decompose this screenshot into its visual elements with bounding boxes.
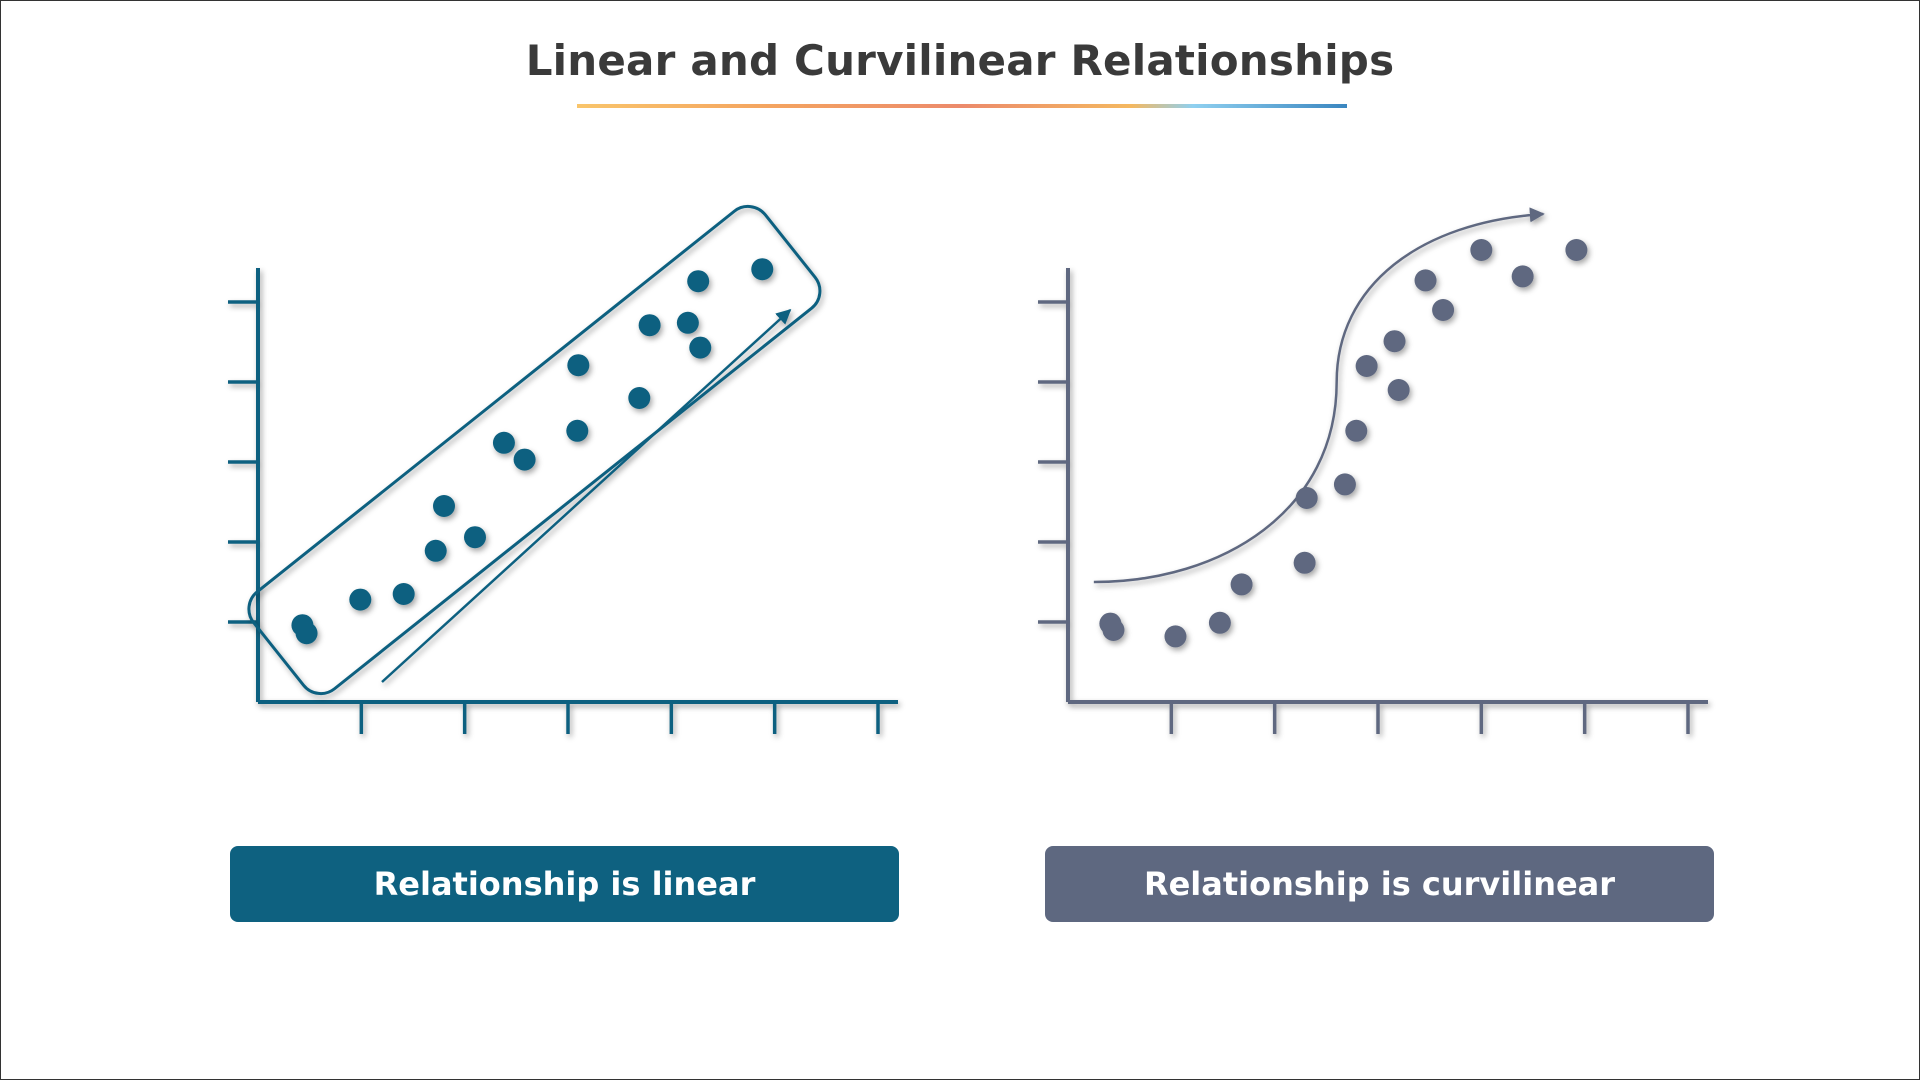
data-point — [1432, 299, 1455, 321]
data-point — [513, 448, 536, 471]
data-point — [1565, 239, 1588, 261]
data-point — [1230, 573, 1253, 596]
trend-annotation — [1093, 207, 1545, 584]
trend-annotation — [247, 204, 822, 696]
data-point — [1295, 487, 1318, 509]
trend-band — [247, 204, 822, 696]
data-point — [1293, 551, 1316, 574]
data-points — [1099, 239, 1588, 648]
data-point — [628, 387, 651, 409]
data-point — [1333, 473, 1356, 496]
data-points — [291, 258, 774, 645]
data-point — [464, 526, 486, 549]
data-point — [349, 588, 372, 611]
data-point — [1102, 619, 1125, 641]
title-underline — [577, 104, 1347, 108]
linear-scatter-chart — [228, 204, 898, 734]
curved-trend-arrow — [1093, 207, 1545, 584]
data-point — [1355, 355, 1378, 377]
linear-caption-banner: Relationship is linear — [230, 846, 899, 922]
data-point — [1383, 330, 1406, 353]
data-point — [392, 583, 415, 605]
curvilinear-caption-banner: Relationship is curvilinear — [1045, 846, 1714, 922]
data-point — [1511, 265, 1534, 288]
data-point — [1387, 379, 1410, 401]
curvilinear-scatter-chart — [1038, 207, 1708, 734]
data-point — [1208, 611, 1231, 634]
axes — [1038, 268, 1708, 734]
data-point — [1414, 269, 1437, 292]
data-point — [1470, 239, 1493, 261]
data-point — [687, 270, 710, 293]
data-point — [295, 622, 318, 645]
data-point — [1164, 625, 1187, 648]
data-point — [751, 258, 774, 281]
data-point — [638, 314, 661, 337]
data-point — [567, 354, 590, 377]
axes — [228, 268, 898, 734]
trend-arrow — [381, 308, 792, 683]
data-point — [689, 336, 712, 359]
data-point — [433, 495, 455, 517]
data-point — [676, 311, 699, 334]
data-point — [492, 431, 515, 454]
data-point — [566, 419, 589, 442]
data-point — [1345, 419, 1368, 442]
page-title: Linear and Curvilinear Relationships — [525, 36, 1395, 85]
data-point — [424, 539, 447, 562]
